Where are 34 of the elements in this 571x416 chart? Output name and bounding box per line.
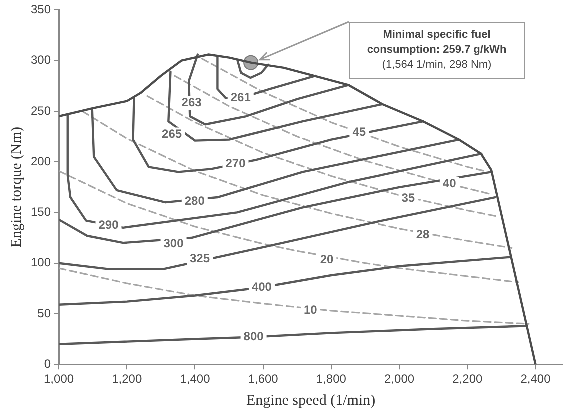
annotation: (1,564 1/min, 298 Nm) xyxy=(381,58,493,73)
y-tick-label: 50 xyxy=(38,306,52,320)
annotation: 325 xyxy=(190,252,210,266)
annotation: Minimal specific fuel consumption: 259.7 g/kWh xyxy=(366,28,508,58)
y-tick-label: 250 xyxy=(30,104,52,118)
callout-box: Minimal specific fuel consumption: 259.7 g/kWh (1,564 1/min, 298 Nm) xyxy=(349,22,525,79)
annotation: 28 xyxy=(416,227,430,242)
annotation: 300 xyxy=(164,236,184,250)
x-tick-label: 1,600 xyxy=(248,372,279,386)
annotation: 280 xyxy=(184,194,206,208)
y-axis-title: Engine torque (Nm) xyxy=(8,126,25,248)
annotation: 35 xyxy=(402,190,416,205)
y-tick-label: 200 xyxy=(30,154,52,168)
annotation: 10 xyxy=(304,303,318,318)
y-tick-label: 350 xyxy=(30,2,52,17)
annotation: 265 xyxy=(162,127,182,142)
x-tick-label: 2,000 xyxy=(384,372,415,386)
annotation: 290 xyxy=(98,218,120,232)
x-tick-label: 1,000 xyxy=(44,372,74,386)
y-tick-label: 0 xyxy=(44,356,52,371)
y-tick-label: 100 xyxy=(30,256,52,270)
annotation: 40 xyxy=(442,176,457,191)
x-tick-label: 1,400 xyxy=(180,372,211,386)
annotation: 20 xyxy=(320,252,334,267)
y-tick-label: 300 xyxy=(30,53,52,68)
x-tick-label: 2,400 xyxy=(520,372,552,386)
annotation: 263 xyxy=(182,96,202,110)
x-tick-label: 2,200 xyxy=(452,372,483,386)
y-tick-label: 150 xyxy=(30,205,52,220)
x-tick-label: 1,800 xyxy=(316,372,347,386)
x-tick-label: 1,200 xyxy=(112,372,142,386)
annotation: 45 xyxy=(352,125,366,140)
annotation: 270 xyxy=(226,156,246,170)
x-axis-title: Engine speed (1/min) xyxy=(246,392,376,409)
